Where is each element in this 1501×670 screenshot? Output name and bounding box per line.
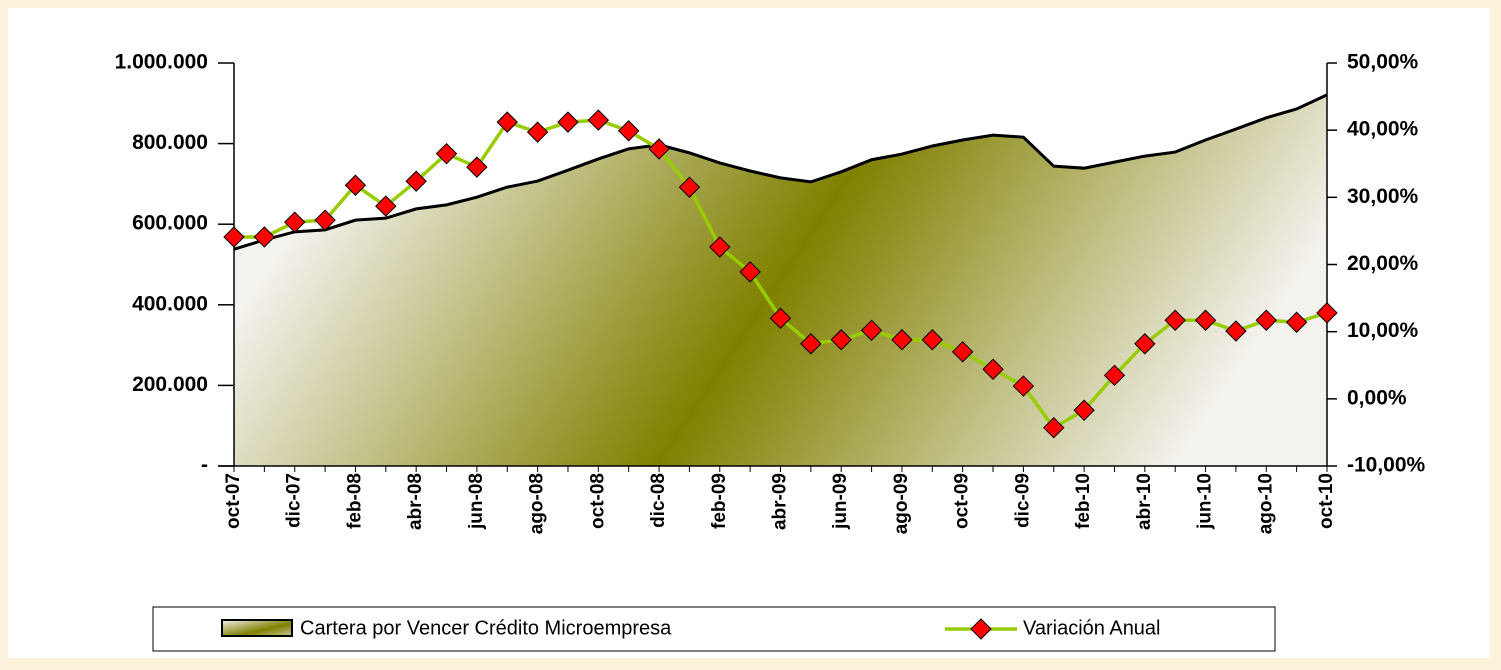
marker: [1103, 364, 1126, 387]
x-tick-label: oct-09: [952, 473, 973, 529]
x-tick-label: oct-07: [223, 473, 244, 529]
marker: [557, 111, 579, 133]
marker: [253, 226, 276, 248]
x-tick-label: jun-10: [1195, 473, 1216, 530]
marker: [709, 236, 731, 258]
marker: [1012, 375, 1035, 397]
y2-tick-label: 0,00%: [1347, 386, 1407, 409]
marker: [526, 121, 549, 143]
y-tick-label: 600.000: [132, 212, 208, 235]
y2-tick-label: 10,00%: [1347, 319, 1419, 342]
x-tick-label: dic-08: [648, 473, 669, 528]
legend: [152, 606, 1276, 652]
y-tick-label: -: [201, 454, 208, 477]
area-edge: [233, 93, 1328, 251]
x-tick-label: abr-10: [1134, 473, 1155, 530]
marker: [344, 174, 367, 196]
marker: [314, 209, 336, 231]
y-tick-label: 800.000: [132, 131, 208, 154]
marker: [496, 111, 518, 133]
y2-tick-label: 30,00%: [1347, 185, 1419, 208]
marker: [800, 333, 822, 355]
marker: [1285, 311, 1308, 333]
x-tick-label: feb-09: [709, 473, 730, 529]
y-tick-label: 1.000.000: [115, 51, 208, 74]
marker: [405, 170, 427, 192]
marker: [1316, 302, 1338, 324]
x-tick-label: ago-09: [891, 473, 912, 534]
marker: [375, 195, 397, 217]
marker: [982, 358, 1004, 380]
x-tick-label: ago-08: [527, 473, 548, 534]
x-tick-label: abr-09: [770, 473, 791, 530]
y2-tick-label: -10,00%: [1347, 454, 1426, 477]
legend-label: Cartera por Vencer Crédito Microempresa: [300, 617, 672, 639]
x-tick-label: jun-09: [830, 473, 851, 530]
marker: [739, 261, 761, 283]
legend-swatch: [221, 619, 293, 637]
marker: [891, 329, 913, 351]
x-tick-label: oct-08: [587, 473, 608, 529]
x-tick-label: jun-08: [466, 473, 487, 530]
marker: [587, 109, 610, 131]
marker: [860, 319, 883, 342]
x-tick-label: feb-10: [1073, 473, 1094, 529]
marker: [223, 226, 245, 248]
x-tick-label: ago-10: [1255, 473, 1276, 534]
marker: [466, 156, 488, 178]
marker: [769, 307, 792, 329]
marker: [617, 120, 640, 142]
marker: [678, 176, 701, 198]
legend-marker: [970, 618, 992, 640]
marker: [1134, 333, 1156, 355]
x-tick-label: abr-08: [405, 473, 426, 530]
marker: [1194, 309, 1217, 331]
y2-tick-label: 40,00%: [1347, 118, 1419, 141]
marker: [1073, 399, 1095, 421]
y-tick-label: 400.000: [132, 292, 208, 315]
marker: [435, 142, 458, 165]
marker: [1255, 309, 1277, 331]
x-tick-label: dic-09: [1012, 473, 1033, 528]
marker: [648, 138, 670, 160]
marker: [284, 211, 306, 233]
marker: [1164, 309, 1186, 331]
marker: [830, 329, 852, 351]
marker: [1225, 320, 1247, 342]
x-tick-label: dic-07: [284, 473, 305, 528]
x-tick-label: feb-08: [344, 473, 365, 529]
marker: [1043, 417, 1065, 439]
x-tick-label: oct-10: [1316, 473, 1337, 529]
marker: [921, 329, 944, 351]
marker: [951, 341, 974, 363]
legend-label: Variación Anual: [1023, 617, 1161, 639]
y2-tick-label: 50,00%: [1347, 51, 1419, 74]
y2-tick-label: 20,00%: [1347, 252, 1419, 275]
y-tick-label: 200.000: [132, 373, 208, 396]
